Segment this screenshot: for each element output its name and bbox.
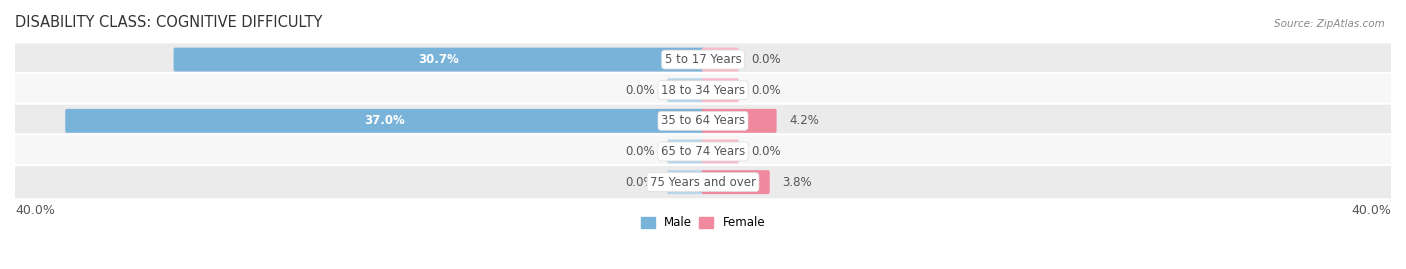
FancyBboxPatch shape <box>702 78 738 102</box>
Legend: Male, Female: Male, Female <box>636 212 770 234</box>
Text: 30.7%: 30.7% <box>419 53 460 66</box>
FancyBboxPatch shape <box>702 170 769 194</box>
Text: 0.0%: 0.0% <box>751 53 780 66</box>
Text: 0.0%: 0.0% <box>626 145 655 158</box>
Text: 40.0%: 40.0% <box>1351 204 1391 217</box>
FancyBboxPatch shape <box>668 78 704 102</box>
Text: 75 Years and over: 75 Years and over <box>650 176 756 189</box>
Text: DISABILITY CLASS: COGNITIVE DIFFICULTY: DISABILITY CLASS: COGNITIVE DIFFICULTY <box>15 15 322 30</box>
FancyBboxPatch shape <box>13 43 1393 77</box>
FancyBboxPatch shape <box>13 104 1393 138</box>
Text: Source: ZipAtlas.com: Source: ZipAtlas.com <box>1274 19 1385 29</box>
Text: 35 to 64 Years: 35 to 64 Years <box>661 114 745 127</box>
Text: 5 to 17 Years: 5 to 17 Years <box>665 53 741 66</box>
Text: 0.0%: 0.0% <box>751 84 780 97</box>
FancyBboxPatch shape <box>702 109 776 133</box>
Text: 0.0%: 0.0% <box>626 84 655 97</box>
FancyBboxPatch shape <box>173 48 704 72</box>
FancyBboxPatch shape <box>702 140 738 164</box>
FancyBboxPatch shape <box>668 140 704 164</box>
FancyBboxPatch shape <box>13 73 1393 107</box>
Text: 37.0%: 37.0% <box>364 114 405 127</box>
Text: 40.0%: 40.0% <box>15 204 55 217</box>
Text: 18 to 34 Years: 18 to 34 Years <box>661 84 745 97</box>
FancyBboxPatch shape <box>65 109 704 133</box>
FancyBboxPatch shape <box>702 48 738 72</box>
FancyBboxPatch shape <box>13 165 1393 199</box>
Text: 65 to 74 Years: 65 to 74 Years <box>661 145 745 158</box>
FancyBboxPatch shape <box>13 134 1393 169</box>
Text: 3.8%: 3.8% <box>782 176 811 189</box>
Text: 0.0%: 0.0% <box>751 145 780 158</box>
Text: 4.2%: 4.2% <box>789 114 818 127</box>
Text: 0.0%: 0.0% <box>626 176 655 189</box>
FancyBboxPatch shape <box>668 170 704 194</box>
